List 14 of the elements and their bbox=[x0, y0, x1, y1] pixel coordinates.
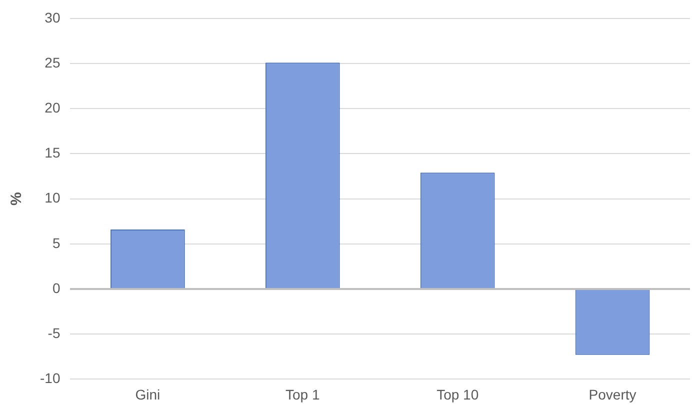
y-tick-label: 25 bbox=[44, 54, 60, 70]
x-tick-label: Poverty bbox=[588, 386, 636, 402]
y-tick-label: 0 bbox=[52, 280, 60, 296]
y-tick-label: 5 bbox=[52, 234, 60, 251]
x-tick-label: Top 10 bbox=[436, 386, 479, 402]
y-tick-label: 15 bbox=[44, 144, 60, 161]
y-axis-title: % bbox=[8, 192, 26, 206]
x-tick-label: Top 1 bbox=[286, 386, 320, 402]
y-tick-label: 30 bbox=[44, 9, 60, 26]
y-tick-label: -5 bbox=[48, 324, 60, 341]
y-tick-label: 10 bbox=[44, 190, 60, 206]
y-tick-label: 20 bbox=[44, 99, 60, 116]
x-tick-label: Gini bbox=[135, 386, 160, 402]
y-tick-label: -10 bbox=[40, 370, 60, 386]
